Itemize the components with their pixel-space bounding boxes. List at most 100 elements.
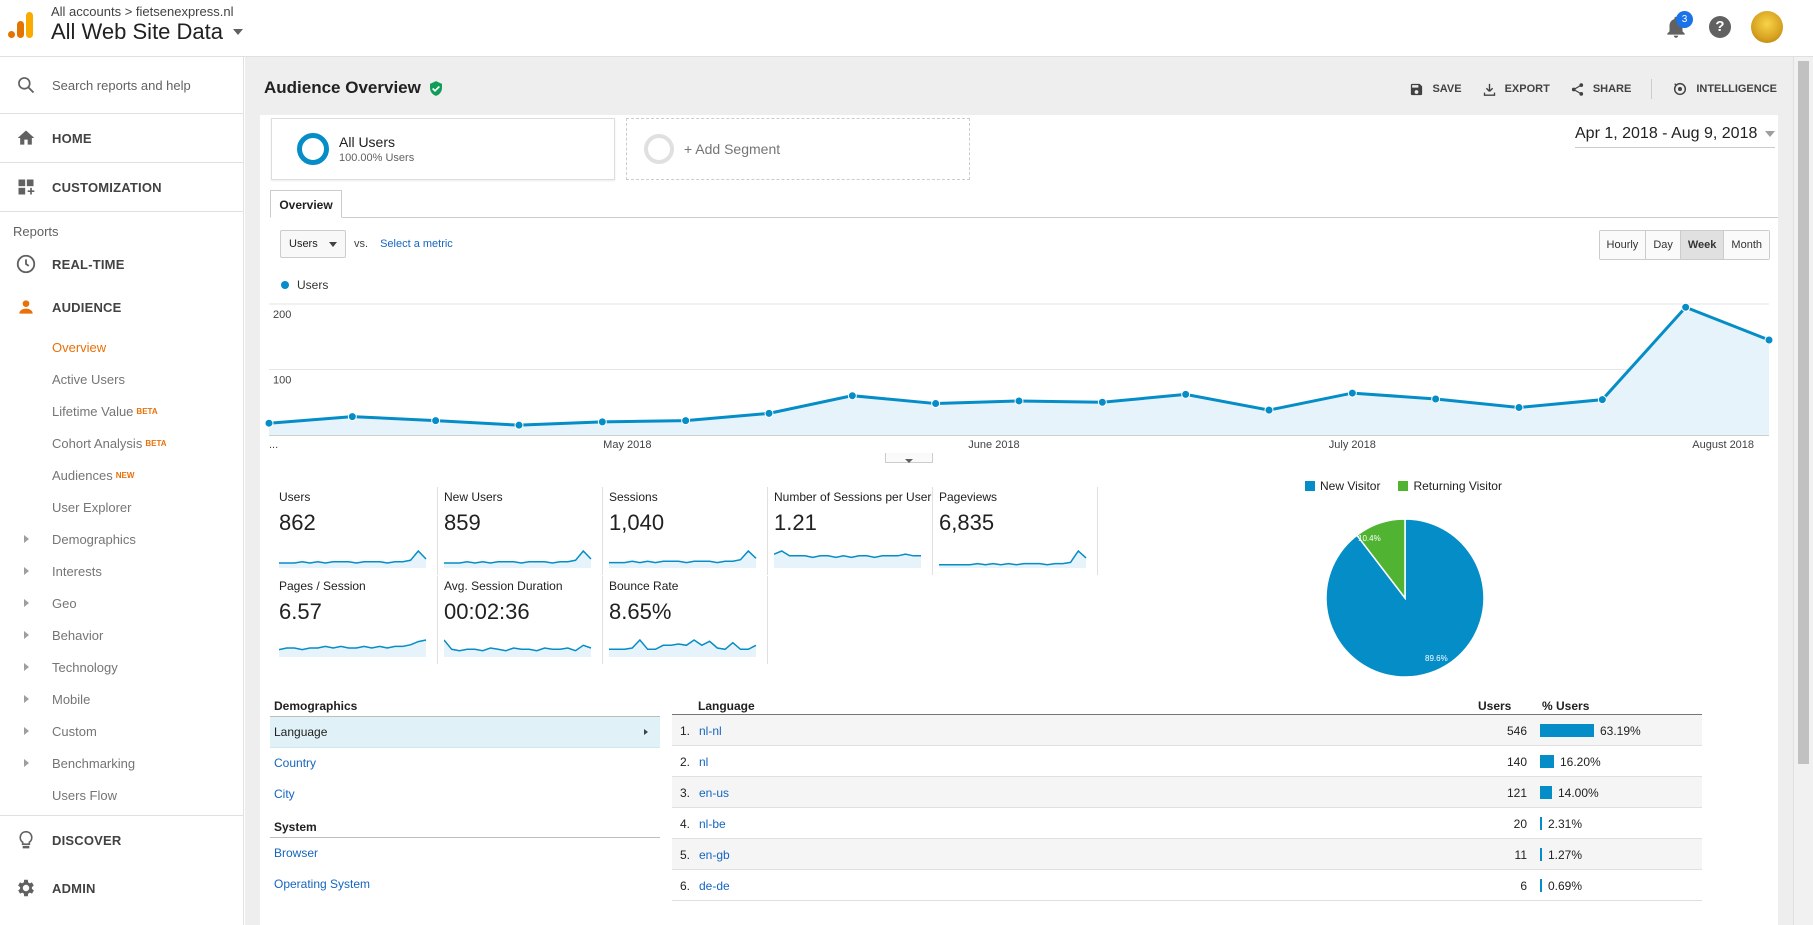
sidebar-expandable[interactable]: Behavior (0, 619, 243, 651)
sidebar-item-realtime[interactable]: REAL-TIME (0, 245, 243, 283)
system-os[interactable]: Operating System (274, 877, 371, 891)
data-point[interactable] (1347, 388, 1357, 398)
pie-label-new: 89.6% (1425, 654, 1448, 663)
sidebar-expandable[interactable]: Custom (0, 715, 243, 747)
pie-slice-returning[interactable] (1355, 518, 1406, 601)
data-point[interactable] (1597, 395, 1607, 405)
kpi-tile[interactable]: New Users 859 (438, 487, 603, 575)
kpi-tile[interactable]: Avg. Session Duration 00:02:36 (438, 576, 603, 664)
sidebar-item-home[interactable]: HOME (0, 114, 243, 162)
data-point[interactable] (847, 391, 857, 401)
sidebar-item-audience[interactable]: AUDIENCE (0, 283, 243, 331)
data-point[interactable] (1264, 405, 1274, 415)
kpi-tile[interactable]: Users 862 (273, 487, 438, 575)
save-icon (1411, 83, 1423, 95)
page-scrollbar[interactable] (1793, 57, 1813, 925)
data-point[interactable] (1181, 389, 1191, 399)
data-point[interactable] (1097, 397, 1107, 407)
language-link[interactable]: nl-nl (699, 724, 722, 738)
kpi-label: Sessions (609, 490, 658, 504)
data-point[interactable] (1431, 394, 1441, 404)
data-point[interactable] (431, 416, 441, 426)
metric-dropdown[interactable]: Users (280, 230, 346, 258)
kpi-tile[interactable]: Sessions 1,040 (603, 487, 768, 575)
row-pct: 2.31% (1548, 817, 1583, 831)
sidebar-item-admin[interactable]: ADMIN (0, 864, 243, 912)
data-point[interactable] (1764, 335, 1774, 345)
page-title: Audience Overview (264, 78, 444, 98)
data-point[interactable] (681, 416, 691, 426)
scrollbar-thumb[interactable] (1798, 61, 1809, 764)
tab-overview[interactable]: Overview (270, 190, 342, 218)
data-point[interactable] (931, 399, 941, 409)
data-point[interactable] (764, 408, 774, 418)
sidebar-subitem[interactable]: Active Users (0, 363, 243, 395)
language-link[interactable]: de-de (699, 879, 730, 893)
sidebar-item-label: HOME (52, 130, 92, 146)
demographics-city[interactable]: City (274, 787, 295, 801)
data-point[interactable] (514, 420, 524, 430)
sparkline-line (774, 550, 921, 559)
kpi-tile[interactable]: Pages / Session 6.57 (273, 576, 438, 664)
segment-all-users[interactable]: All Users 100.00% Users (271, 118, 615, 180)
save-button[interactable]: SAVE (1409, 82, 1462, 97)
data-point[interactable] (1014, 396, 1024, 406)
language-link[interactable]: nl-be (699, 817, 726, 831)
chart-collapse-handle[interactable] (885, 453, 933, 463)
granularity-hourly[interactable]: Hourly (1599, 231, 1647, 259)
notifications-button[interactable]: 3 (1663, 11, 1693, 40)
chevron-right-icon (23, 663, 29, 671)
demographics-language[interactable]: Language (270, 717, 660, 748)
sidebar-subitem[interactable]: Audiences NEW (0, 459, 243, 491)
data-point[interactable] (1681, 302, 1691, 312)
export-button[interactable]: EXPORT (1482, 82, 1550, 97)
sidebar-subitem[interactable]: Cohort Analysis BETA (0, 427, 243, 459)
sidebar-subitem[interactable]: Users Flow (0, 779, 243, 811)
select-metric-link[interactable]: Select a metric (380, 238, 453, 250)
sidebar-expandable[interactable]: Mobile (0, 683, 243, 715)
account-breadcrumb[interactable]: All accounts > fietsenexpress.nl (51, 4, 234, 19)
add-segment-button[interactable]: + Add Segment (626, 118, 970, 180)
users-chart: 200 100... May 2018 June 2018 July 2018 Augus… (260, 295, 1778, 455)
row-rank: 2. (680, 755, 691, 769)
analytics-logo-icon[interactable] (6, 10, 34, 40)
search-reports[interactable]: Search reports and help (0, 57, 243, 114)
sidebar-item-discover[interactable]: DISCOVER (0, 816, 243, 864)
granularity-week[interactable]: Week (1680, 231, 1725, 259)
tab-bar: Overview (270, 190, 1778, 218)
date-range-picker[interactable]: Apr 1, 2018 - Aug 9, 2018 (1575, 125, 1775, 148)
kpi-tile[interactable]: Pageviews 6,835 (933, 487, 1098, 575)
demographics-country[interactable]: Country (274, 756, 317, 770)
search-input[interactable]: Search reports and help (52, 77, 191, 93)
sidebar-expandable[interactable]: Geo (0, 587, 243, 619)
share-button[interactable]: SHARE (1570, 82, 1631, 97)
intelligence-button[interactable]: INTELLIGENCE (1672, 81, 1777, 97)
data-point[interactable] (264, 418, 274, 428)
language-link[interactable]: en-gb (699, 848, 730, 862)
kpi-tile[interactable]: Bounce Rate 8.65% (603, 576, 768, 664)
granularity-month[interactable]: Month (1724, 231, 1769, 259)
sidebar-expandable[interactable]: Technology (0, 651, 243, 683)
kpi-tile[interactable]: Number of Sessions per User 1.21 (768, 487, 933, 575)
kpi-label: Pages / Session (279, 579, 366, 593)
data-point[interactable] (347, 412, 357, 422)
sidebar-subitem[interactable]: User Explorer (0, 491, 243, 523)
x-tick-label: July 2018 (1329, 439, 1376, 451)
language-link[interactable]: en-us (699, 786, 730, 800)
granularity-toggle: Hourly Day Week Month (1598, 230, 1770, 260)
top-bar: All accounts > fietsenexpress.nl All Web… (0, 0, 1813, 57)
data-point[interactable] (597, 417, 607, 427)
system-browser[interactable]: Browser (274, 846, 319, 860)
sidebar-subitem[interactable]: Overview (0, 331, 243, 363)
sidebar-item-customization[interactable]: CUSTOMIZATION (0, 163, 243, 211)
view-selector[interactable]: All Web Site Data (51, 19, 244, 45)
help-button[interactable]: ? (1709, 16, 1731, 38)
avatar[interactable] (1751, 11, 1783, 43)
granularity-day[interactable]: Day (1646, 231, 1681, 259)
sidebar-subitem[interactable]: Lifetime Value BETA (0, 395, 243, 427)
sidebar-expandable[interactable]: Demographics (0, 523, 243, 555)
language-link[interactable]: nl (699, 755, 709, 769)
sidebar-expandable[interactable]: Benchmarking (0, 747, 243, 779)
sidebar-expandable[interactable]: Interests (0, 555, 243, 587)
data-point[interactable] (1514, 402, 1524, 412)
